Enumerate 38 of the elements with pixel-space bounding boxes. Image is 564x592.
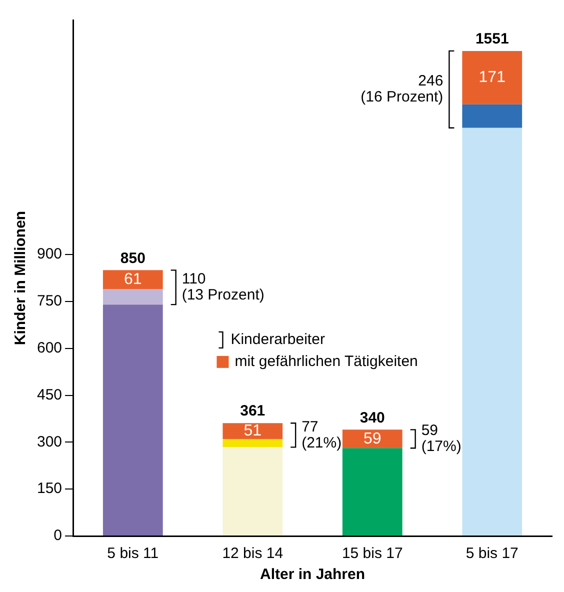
bar: [342, 430, 402, 448]
y-axis-title: Kinder in Millionen: [12, 210, 30, 346]
y-tick-label: 450: [36, 386, 62, 404]
total-label: 361: [240, 402, 266, 420]
annotation: 59 (17%): [421, 422, 462, 456]
annotation: 110 (13 Prozent): [182, 270, 264, 304]
x-tick-label: 12 bis 14: [222, 545, 284, 562]
x-tick-label: 5 bis 11: [107, 545, 159, 562]
data-label: 61: [124, 271, 142, 288]
bar: [462, 50, 522, 104]
total-label: 1551: [475, 30, 509, 48]
bar: [102, 270, 163, 290]
legend-label: mit gefährlichen Tätigkeiten: [234, 353, 418, 370]
bar: [102, 289, 163, 305]
y-tick-label: 900: [36, 246, 62, 263]
data-label: 171: [478, 69, 506, 86]
data-label: 51: [244, 422, 262, 440]
bar: [462, 128, 522, 536]
total-label: 340: [360, 409, 385, 426]
annotation: 77 (21%): [302, 418, 342, 452]
bar: [462, 104, 522, 128]
y-tick-label: 600: [36, 340, 62, 357]
bar: [222, 447, 283, 536]
bar: [222, 439, 283, 448]
bar: [342, 448, 402, 536]
bar: [102, 304, 163, 536]
y-tick-label: 150: [36, 480, 62, 498]
y-tick-label: 300: [36, 433, 62, 450]
y-tick-label: 0: [54, 527, 62, 544]
y-tick-label: 750: [36, 292, 62, 310]
x-axis-title: Alter in Jahren: [260, 566, 366, 584]
bar: [222, 423, 283, 440]
annotation: 246 (16 Prozent): [360, 72, 444, 106]
x-tick-label: 5 bis 17: [466, 545, 518, 562]
annotation: Kinderarbeiter: [230, 331, 325, 348]
data-label: 59: [363, 430, 382, 448]
total-label: 850: [120, 250, 146, 267]
x-tick-label: 15 bis 17: [342, 545, 403, 562]
